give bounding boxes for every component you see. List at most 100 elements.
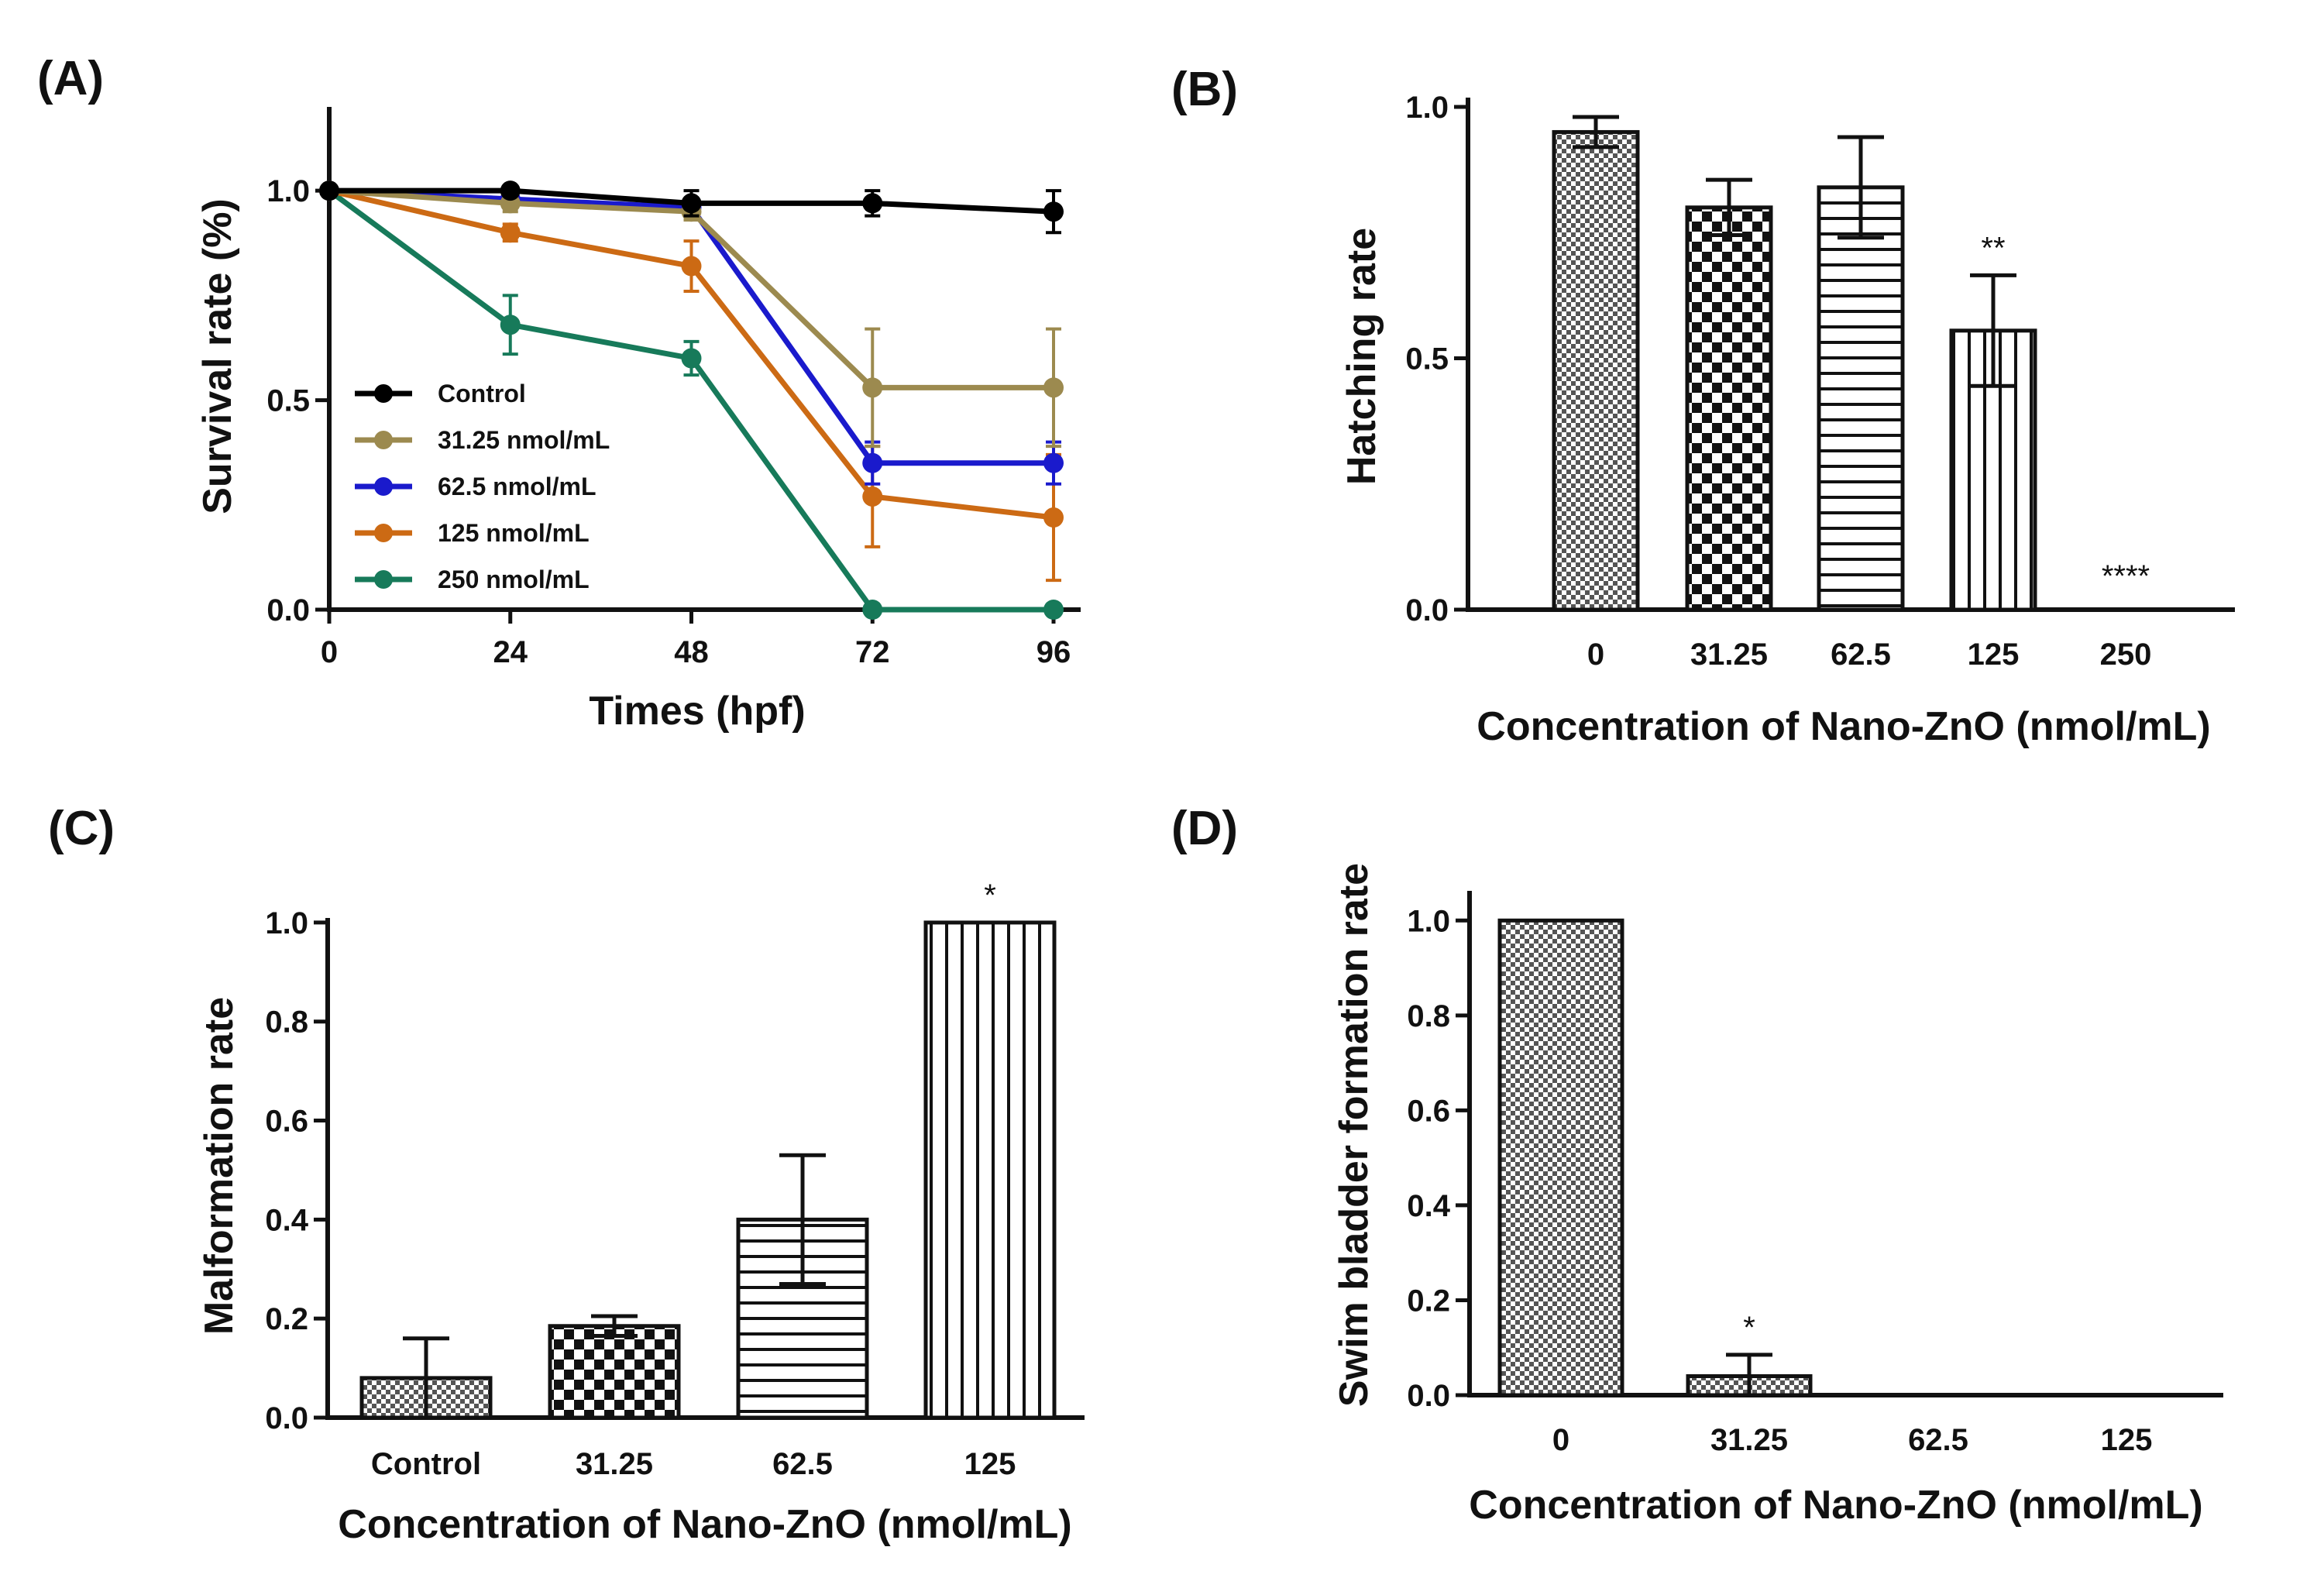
x-tick-label: 125 <box>1968 638 2020 672</box>
panel-d-y-axis-title: Swim bladder formation rate <box>1332 863 1377 1407</box>
panel-d-swim-bladder-chart: (D) 0.0 0.2 0.4 0.6 0.8 1.0 0 * 31.25 62.5 125 Con… <box>1171 802 2223 1528</box>
y-tick-label: 0.6 <box>1407 1094 1450 1128</box>
x-tick-label: 62.5 <box>1908 1423 1968 1457</box>
y-tick-label: 0.2 <box>265 1302 308 1336</box>
y-tick-label: 0.0 <box>265 1401 308 1435</box>
panel-a-axes: 0.0 0.5 1.0 0 24 48 72 96 <box>266 107 1081 669</box>
y-tick-label: 0.8 <box>1407 999 1450 1033</box>
data-point <box>862 377 883 398</box>
series-2 <box>319 180 1064 486</box>
y-tick-label: 1.0 <box>1405 91 1449 125</box>
significance-label: * <box>984 878 996 913</box>
panel-c-y-axis-title: Malformation rate <box>197 997 242 1335</box>
panel-b-x-axis-title: Concentration of Nano-ZnO (nmol/mL) <box>1477 704 2210 749</box>
significance-label: **** <box>2102 559 2150 593</box>
series-0 <box>319 180 1064 235</box>
x-tick-label: 125 <box>964 1447 1016 1481</box>
data-point <box>1043 600 1064 620</box>
series-line <box>328 187 1054 466</box>
panel-a-survival-chart: (A) 0.0 0.5 1.0 0 24 48 72 96 Control 31.25 nmol… <box>37 52 1081 734</box>
y-tick-label: 0.8 <box>265 1006 308 1040</box>
bar <box>1817 185 1905 612</box>
legend-marker <box>374 570 393 589</box>
panel-c-label: (C) <box>48 802 115 855</box>
panel-c-malformation-chart: (C) 0.0 0.2 0.4 0.6 0.8 1.0 Control 31.25 62.5 * 1… <box>48 802 1085 1547</box>
panel-d-label: (D) <box>1171 802 1238 855</box>
panel-a-label: (A) <box>37 52 104 105</box>
legend-label: Control <box>438 380 526 407</box>
panel-d-x-axis-title: Concentration of Nano-ZnO (nmol/mL) <box>1469 1483 2202 1528</box>
y-tick-label: 0.0 <box>1405 593 1449 627</box>
bar <box>1552 129 1640 612</box>
panel-b-hatching-chart: (B) 0.0 0.5 1.0 0 31.25 62.5 ** 125 **** 250 Conc… <box>1171 63 2235 749</box>
data-point <box>1043 452 1064 473</box>
legend-marker <box>374 524 393 542</box>
x-tick-label: 31.25 <box>1710 1423 1788 1457</box>
x-tick-label: 31.25 <box>576 1447 653 1481</box>
panel-b-axes: 0.0 0.5 1.0 0 31.25 62.5 ** 125 **** 250 <box>1405 91 2235 672</box>
panel-a-legend: Control 31.25 nmol/mL 62.5 nmol/mL 125 nmol… <box>355 380 610 593</box>
data-point <box>862 486 883 507</box>
y-tick-label: 1.0 <box>265 906 308 940</box>
data-point <box>1043 507 1064 528</box>
y-tick-label: 0.4 <box>265 1203 308 1237</box>
x-tick-label: Control <box>371 1447 481 1481</box>
panel-a-x-axis-title: Times (hpf) <box>589 689 805 734</box>
x-tick-label: 72 <box>855 635 890 669</box>
y-tick-label: 0.6 <box>265 1105 308 1139</box>
x-tick-label: 62.5 <box>1831 638 1891 672</box>
data-point <box>862 193 883 214</box>
x-tick-label: 0 <box>321 635 338 669</box>
y-tick-label: 0.0 <box>266 593 310 627</box>
legend-label: 125 nmol/mL <box>438 519 590 547</box>
x-tick-label: 0 <box>1587 638 1604 672</box>
legend-marker <box>374 384 393 403</box>
y-tick-label: 0.0 <box>1407 1379 1450 1413</box>
x-tick-label: 0 <box>1552 1423 1569 1457</box>
bar <box>923 920 1057 1420</box>
y-tick-label: 0.4 <box>1407 1189 1450 1223</box>
data-point <box>681 256 702 277</box>
y-tick-label: 1.0 <box>1407 904 1450 938</box>
y-tick-label: 0.5 <box>1405 342 1449 376</box>
x-tick-label: 24 <box>493 635 528 669</box>
x-tick-label: 250 <box>2100 638 2152 672</box>
panel-c-x-axis-title: Concentration of Nano-ZnO (nmol/mL) <box>338 1502 1071 1547</box>
y-tick-label: 1.0 <box>266 174 310 208</box>
x-tick-label: 96 <box>1037 635 1071 669</box>
data-point <box>862 600 883 620</box>
data-point <box>681 193 702 214</box>
panel-a-y-axis-title: Survival rate (%) <box>195 198 240 514</box>
x-tick-label: 31.25 <box>1690 638 1768 672</box>
x-tick-label: 62.5 <box>772 1447 833 1481</box>
data-point <box>1043 377 1064 398</box>
series-1 <box>319 180 1064 449</box>
panel-b-y-axis-title: Hatching rate <box>1339 228 1384 485</box>
data-point <box>319 180 339 201</box>
legend-marker <box>374 431 393 449</box>
bar <box>1685 205 1773 612</box>
significance-label: ** <box>1981 231 2005 265</box>
data-point <box>1043 201 1064 222</box>
legend-label: 31.25 nmol/mL <box>438 426 610 454</box>
series-4 <box>319 180 1064 620</box>
panel-c-axes: 0.0 0.2 0.4 0.6 0.8 1.0 Control 31.25 62.5 * 125 <box>265 878 1085 1481</box>
data-point <box>500 222 521 243</box>
data-point <box>862 452 883 473</box>
series-3 <box>319 180 1064 583</box>
x-tick-label: 48 <box>674 635 709 669</box>
data-point <box>500 180 521 201</box>
legend-marker <box>374 477 393 496</box>
y-tick-label: 0.5 <box>266 384 310 418</box>
data-point <box>681 348 702 369</box>
significance-label: * <box>1743 1311 1755 1345</box>
legend-label: 250 nmol/mL <box>438 565 590 593</box>
panel-d-axes: 0.0 0.2 0.4 0.6 0.8 1.0 0 * 31.25 62.5 125 <box>1407 891 2223 1457</box>
data-point <box>500 315 521 335</box>
panel-b-label: (B) <box>1171 63 1238 116</box>
bar <box>1497 918 1624 1397</box>
x-tick-label: 125 <box>2101 1423 2153 1457</box>
y-tick-label: 0.2 <box>1407 1284 1450 1318</box>
bar <box>548 1324 681 1420</box>
